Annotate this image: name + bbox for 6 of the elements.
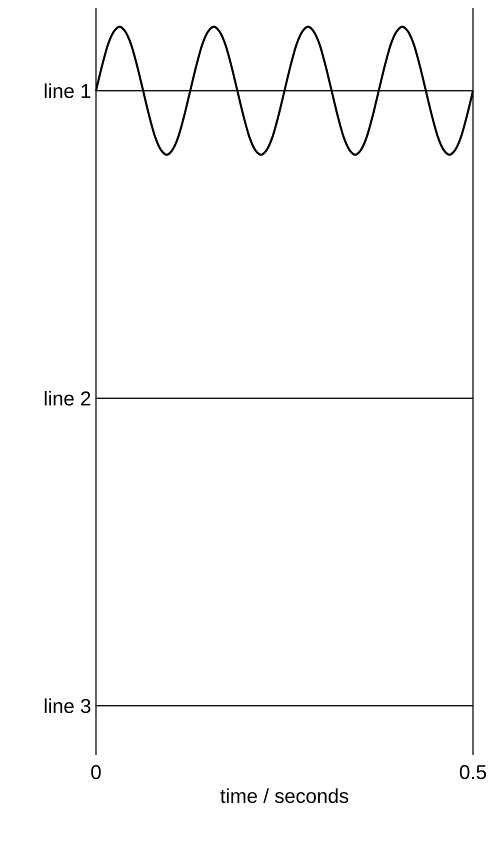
x-tick-label: 0 <box>91 765 101 780</box>
x-tick-label: 0.5 <box>460 765 486 780</box>
x-axis-title: time / seconds <box>220 788 348 804</box>
ref-line-label: line 3 <box>44 698 90 714</box>
ref-line-label: line 2 <box>44 390 90 406</box>
ref-line-label: line 1 <box>44 83 90 98</box>
